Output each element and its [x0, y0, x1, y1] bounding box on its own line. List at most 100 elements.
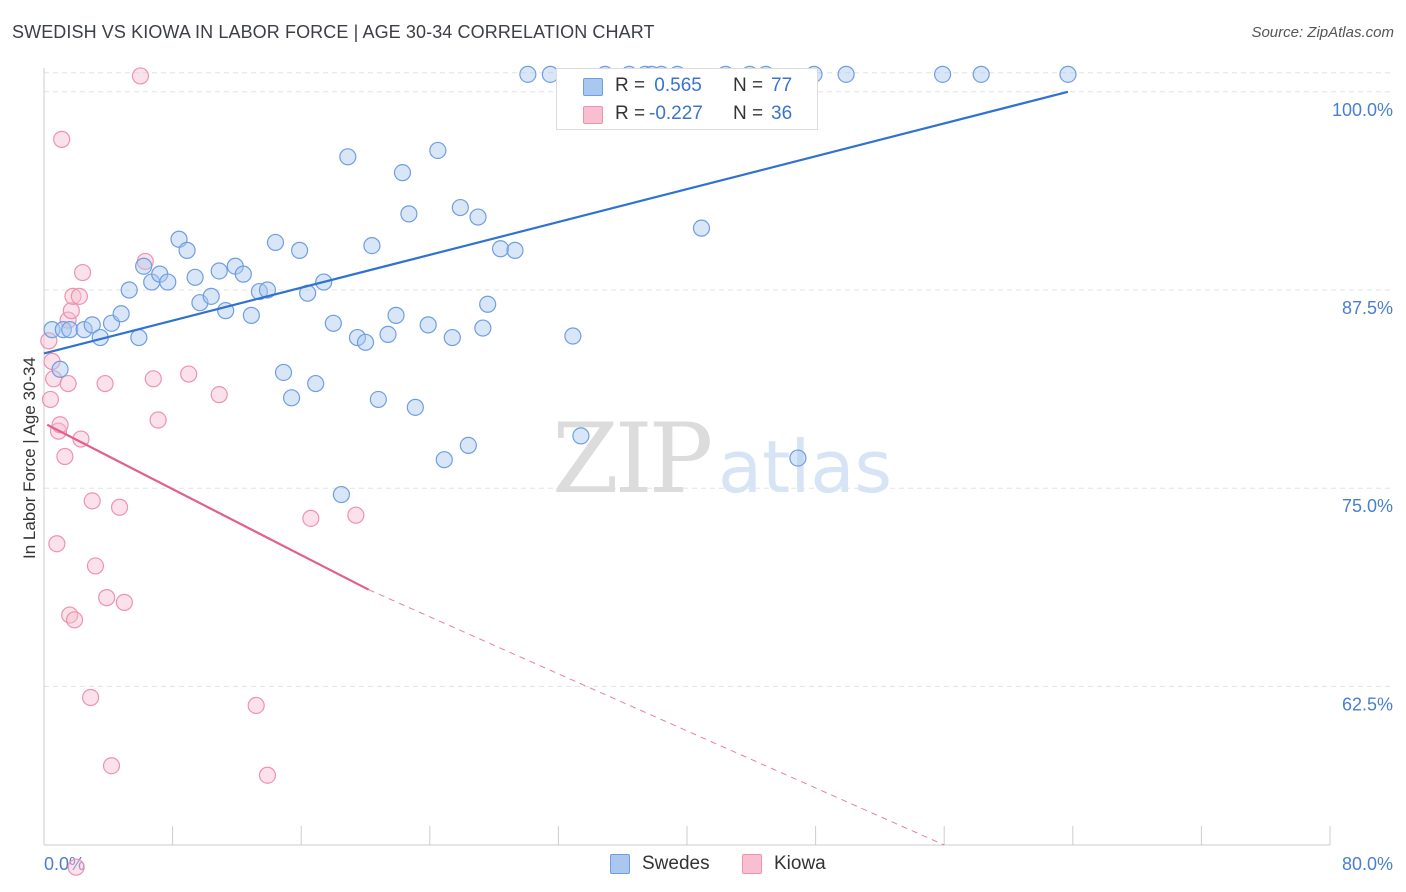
legend-r-value: -0.227 [649, 103, 703, 124]
y-tick-label: 87.5% [1342, 298, 1393, 318]
grid-lines [44, 72, 1393, 687]
kiowa-point [96, 374, 114, 393]
kiowa-point [73, 263, 92, 282]
kiowa-point [86, 557, 105, 575]
chart-title: SWEDISH VS KIOWA IN LABOR FORCE | AGE 30… [12, 22, 655, 42]
watermark-zip: ZIP [552, 403, 711, 515]
swedes-point [130, 328, 148, 347]
swedes-points [43, 65, 1077, 504]
kiowa-point [180, 365, 198, 383]
swedes-point [258, 281, 277, 299]
y-tick-label: 62.5% [1342, 694, 1393, 714]
kiowa-point [82, 688, 100, 707]
swedes-point [572, 427, 590, 445]
swedes-point [469, 208, 487, 226]
swedes-point [519, 65, 537, 83]
kiowa-trend-line [46, 423, 370, 591]
swedes-point [83, 316, 101, 334]
series-legend: Swedes Kiowa [0, 852, 1406, 878]
swedes-point [400, 205, 418, 223]
legend-label-swedes: Swedes [642, 853, 710, 874]
legend-r-value: 0.565 [649, 75, 702, 96]
swedes-point [435, 451, 453, 469]
legend-r-label: R = [615, 103, 646, 124]
kiowa-point [98, 589, 116, 607]
swedes-point [274, 363, 293, 382]
stats-legend: R = 0.565 N = 77 R = -0.227 N = 36 [556, 68, 818, 130]
swedes-point [429, 141, 447, 160]
swedes-point [202, 287, 220, 305]
kiowa-point [258, 766, 277, 784]
swedes-point [282, 389, 301, 407]
swedes-point [406, 398, 424, 416]
legend-n-label: N = [733, 103, 764, 124]
swedes-point [120, 281, 138, 299]
kiowa-point [56, 447, 74, 466]
swedes-point [112, 305, 130, 323]
kiowa-point [53, 130, 71, 148]
swedes-point [54, 321, 72, 339]
kiowa-point [102, 757, 121, 775]
swedes-point [356, 333, 375, 351]
kiowa-point [70, 287, 88, 305]
swedes-point [369, 390, 387, 409]
swedes-point [479, 295, 497, 313]
chart-source: Source: ZipAtlas.com [1251, 24, 1394, 41]
swedes-point [348, 328, 367, 347]
swedes-point [393, 164, 412, 182]
swedes-point [491, 240, 510, 258]
kiowa-point [40, 332, 58, 350]
swedes-point [324, 314, 342, 332]
legend-n-value: 36 [771, 103, 793, 124]
x-ticks [43, 826, 1331, 845]
swedes-point [564, 327, 582, 345]
swedes-point [789, 449, 807, 467]
swedes-point [61, 321, 79, 339]
swedes-point [135, 257, 153, 275]
swedes-point [363, 237, 381, 255]
swedes-point [379, 325, 397, 343]
kiowa-point [61, 606, 79, 624]
swedes-point [692, 219, 711, 237]
swedes-point [159, 273, 177, 291]
swedes-point [474, 319, 492, 337]
legend-row-swedes: R = 0.565 N = 77 [557, 73, 817, 101]
trend-lines [43, 90, 1069, 846]
legend-n-value: 77 [771, 75, 793, 96]
kiowa-points [40, 67, 365, 876]
kiowa-point [59, 374, 77, 393]
swedes-point [332, 485, 350, 504]
y-tick-label: 100.0% [1332, 100, 1393, 120]
swedes-point [51, 360, 69, 378]
kiowa-point [64, 287, 82, 305]
x-tick-label-max: 80.0% [1342, 854, 1393, 874]
watermark: ZIP atlas [552, 403, 892, 515]
legend-row-kiowa: R = -0.227 N = 36 [557, 101, 817, 129]
swedes-point [266, 233, 285, 252]
swedes-point [1059, 65, 1077, 83]
swedes-point [178, 241, 196, 259]
swedes-point [75, 321, 93, 339]
swedes-point [186, 268, 204, 286]
kiowa-point [144, 370, 162, 388]
kiowa-point [83, 492, 101, 510]
kiowa-point [247, 696, 265, 715]
kiowa-point [347, 506, 365, 524]
legend-swatch-swedes [583, 78, 603, 96]
legend-swatch-swedes [610, 854, 630, 874]
kiowa-point [149, 411, 167, 429]
swedes-point [234, 265, 252, 283]
kiowa-point [65, 611, 84, 629]
kiowa-point [67, 858, 85, 876]
legend-swatch-kiowa [742, 854, 762, 874]
swedes-point [339, 148, 357, 166]
swedes-point [419, 316, 437, 334]
kiowa-point [62, 302, 80, 320]
swedes-point [837, 65, 855, 83]
swedes-trend-line [43, 90, 1069, 355]
legend-label-kiowa: Kiowa [774, 853, 826, 874]
swedes-point [242, 306, 260, 324]
kiowa-point [131, 67, 150, 85]
swedes-point [972, 65, 990, 83]
swedes-point [387, 306, 405, 324]
